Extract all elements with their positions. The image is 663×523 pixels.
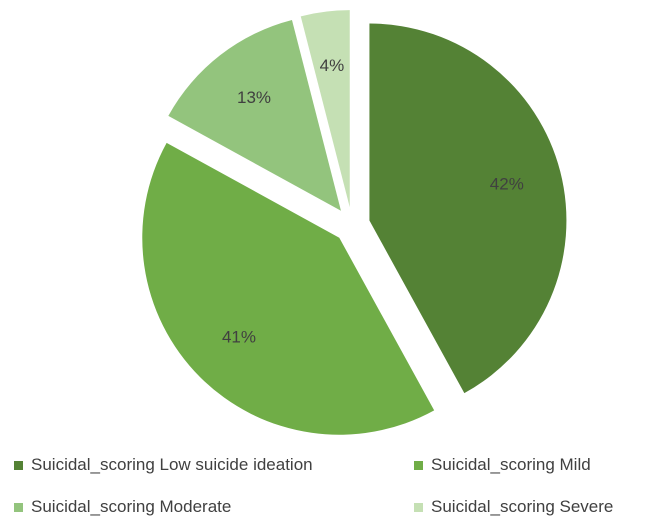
data-label-severe: 4% [320, 56, 345, 75]
legend-label-mild: Suicidal_scoring Mild [431, 455, 591, 474]
pie-slice-moderate[interactable] [168, 19, 341, 211]
legend-swatch-low [14, 460, 23, 470]
data-label-moderate: 13% [237, 88, 271, 107]
pie-slice-severe[interactable] [300, 10, 350, 208]
legend-label-low: Suicidal_scoring Low suicide ideation [31, 455, 313, 474]
pie-slice-low[interactable] [369, 23, 567, 394]
legend-label-moderate: Suicidal_scoring Moderate [31, 497, 232, 516]
legend-label-severe: Suicidal_scoring Severe [431, 497, 614, 516]
pie-chart: 42% 41% 13% 4% [142, 10, 567, 435]
legend-item-severe[interactable]: Suicidal_scoring Severe [414, 494, 663, 520]
data-label-low: 42% [490, 175, 524, 194]
legend-swatch-moderate [14, 502, 23, 512]
legend: Suicidal_scoring Low suicide ideation Su… [14, 452, 663, 520]
legend-item-low[interactable]: Suicidal_scoring Low suicide ideation [14, 452, 414, 478]
legend-item-moderate[interactable]: Suicidal_scoring Moderate [14, 494, 414, 520]
legend-swatch-mild [414, 460, 423, 470]
legend-swatch-severe [414, 502, 423, 512]
pie-slice-mild[interactable] [142, 142, 435, 435]
data-label-mild: 41% [222, 328, 256, 347]
legend-item-mild[interactable]: Suicidal_scoring Mild [414, 452, 663, 478]
